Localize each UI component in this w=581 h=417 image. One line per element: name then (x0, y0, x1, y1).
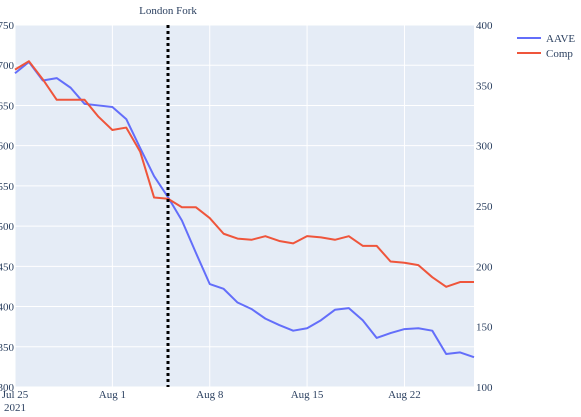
left-axis-ticks: 300 350 400 450 500 550 600 650 700 750 (0, 20, 15, 394)
plot-background (15, 25, 474, 387)
series-line-aave (14, 61, 475, 359)
series-line-comp (14, 60, 474, 288)
right-tick-label: 100 (476, 382, 493, 394)
legend-label: AAVE (546, 33, 575, 45)
x-tick-label: Aug 8 (196, 389, 224, 401)
right-tick-label: 350 (476, 80, 493, 92)
legend-item-comp[interactable]: Comp (517, 48, 573, 60)
right-axis-ticks: 100 150 200 250 300 350 400 (476, 20, 493, 394)
annotation-label: London Fork (139, 5, 197, 17)
x-axis-ticks: Jul 25 Aug 1 Aug 8 Aug 15 Aug 22 2021 (2, 389, 421, 414)
left-tick-label: 350 (0, 342, 15, 354)
left-tick-label: 550 (0, 181, 15, 193)
legend-item-aave[interactable]: AAVE (517, 33, 575, 45)
x-tick-label: Jul 25 (2, 389, 29, 401)
left-tick-label: 400 (0, 302, 15, 314)
legend-label: Comp (546, 48, 573, 60)
right-tick-label: 300 (476, 141, 493, 153)
legend[interactable]: AAVE Comp (517, 33, 575, 60)
x-tick-label: Aug 22 (388, 389, 421, 401)
x-tick-label: Aug 1 (99, 389, 126, 401)
right-tick-label: 150 (476, 322, 493, 334)
right-tick-label: 200 (476, 261, 493, 273)
left-tick-label: 700 (0, 60, 15, 72)
left-tick-label: 750 (0, 20, 15, 32)
left-tick-label: 500 (0, 221, 15, 233)
left-tick-label: 600 (0, 141, 15, 153)
left-tick-label: 450 (0, 261, 15, 273)
right-tick-label: 400 (476, 20, 493, 32)
x-year-label: 2021 (4, 402, 26, 414)
left-tick-label: 300 (0, 382, 15, 394)
grid (14, 24, 474, 388)
right-tick-label: 250 (476, 201, 493, 213)
series-lines (14, 60, 475, 359)
left-tick-label: 650 (0, 100, 15, 112)
x-tick-label: Aug 15 (291, 389, 324, 401)
